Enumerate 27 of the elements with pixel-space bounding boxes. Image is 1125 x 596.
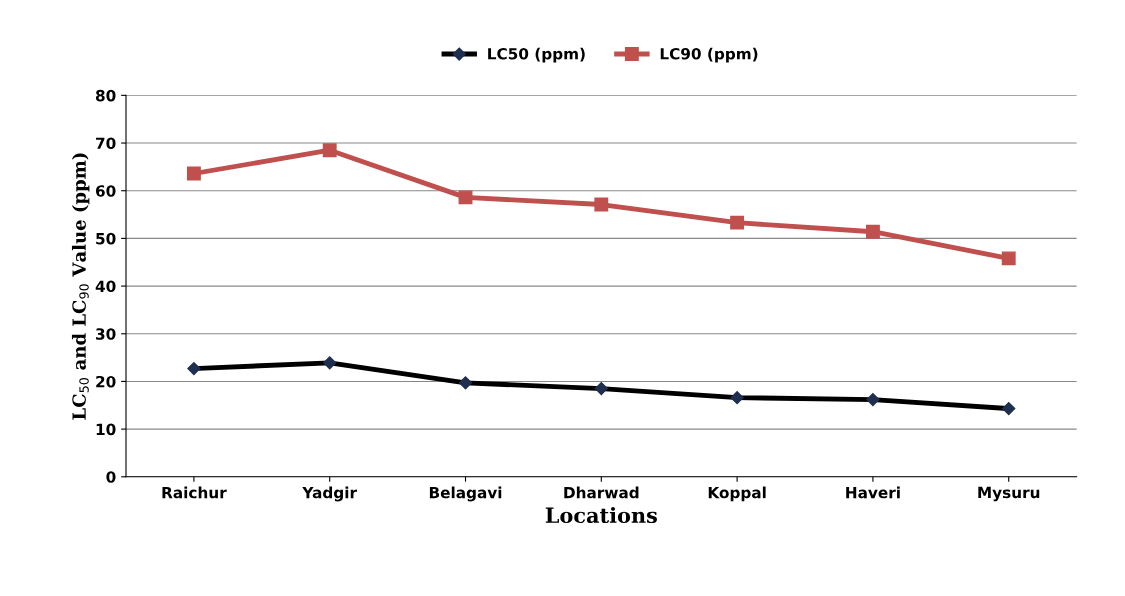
y-tick-label: 60 [95, 185, 116, 197]
point [865, 224, 880, 239]
legend-label: LC50 (ppm) [488, 47, 585, 63]
point [458, 190, 473, 205]
y-tick-label: 20 [96, 375, 116, 388]
y-tick-label: 30 [96, 328, 116, 340]
y-tick-label: 10 [96, 423, 116, 436]
x-tick-label: Koppal [708, 486, 766, 502]
x-tick-label: Yadgir [302, 486, 357, 502]
x-tick-label: Haveri [846, 486, 900, 499]
x-tick-label: Belagavi [429, 486, 502, 502]
x-axis-title: Locations [545, 506, 657, 524]
point [186, 166, 201, 181]
point [1001, 251, 1016, 266]
point [730, 215, 745, 230]
point [594, 197, 609, 212]
x-tick-label: Raichur [162, 486, 227, 499]
y-tick-label: 0 [106, 471, 116, 483]
y-axis-title: LC$_{50}$ and LC$_{90}$ Value (ppm) [71, 153, 90, 420]
y-tick-label: 50 [96, 232, 116, 245]
y-tick-label: 70 [96, 137, 116, 150]
x-tick-label: Dharwad [564, 486, 639, 499]
y-tick-label: 40 [95, 280, 116, 293]
point [322, 143, 337, 158]
y-tick-label: 80 [95, 89, 116, 102]
x-tick-label: Mysuru [978, 486, 1040, 502]
legend-label: LC90 (ppm) [660, 47, 758, 63]
